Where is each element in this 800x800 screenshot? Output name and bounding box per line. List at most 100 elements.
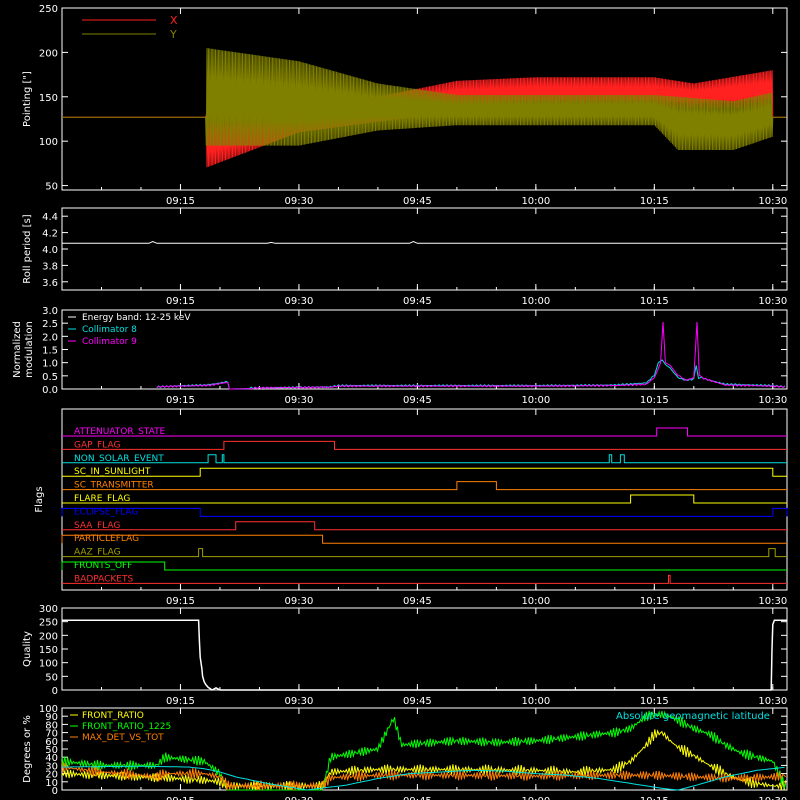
flag-label: GAP_FLAG bbox=[74, 440, 120, 450]
x-tick-label: 09:45 bbox=[403, 196, 432, 207]
legend-label: Energy band: 12-25 keV bbox=[82, 313, 191, 323]
flag-label: ATTENUATOR_STATE bbox=[74, 427, 166, 437]
x-tick-label: 09:15 bbox=[166, 696, 195, 707]
flag-label: FLARE_FLAG bbox=[74, 494, 130, 504]
x-tick-label: 10:00 bbox=[521, 196, 550, 207]
x-tick-label: 10:15 bbox=[640, 596, 669, 607]
x-tick-label: 10:00 bbox=[521, 596, 550, 607]
x-tick-label: 09:15 bbox=[166, 395, 195, 406]
x-tick-label: 10:00 bbox=[521, 395, 550, 406]
flag-trace bbox=[62, 548, 787, 558]
flag-label: NON_SOLAR_EVENT bbox=[74, 454, 164, 464]
y-tick-label: 20 bbox=[45, 770, 58, 781]
x-tick-label: 10:30 bbox=[758, 796, 787, 800]
x-tick-label: 10:00 bbox=[521, 296, 550, 307]
y-tick-label: 1.5 bbox=[42, 346, 58, 357]
x-tick-label: 10:00 bbox=[521, 696, 550, 707]
legend-label: MAX_DET_VS_TOT bbox=[82, 733, 164, 743]
y-tick-label: 50 bbox=[45, 745, 58, 756]
y-tick-label: 30 bbox=[45, 761, 58, 772]
x-tick-label: 10:30 bbox=[758, 596, 787, 607]
y-tick-label: 100 bbox=[39, 137, 58, 148]
roll-period-series bbox=[62, 241, 787, 244]
x-tick-label: 10:15 bbox=[640, 395, 669, 406]
y-tick-label: 60 bbox=[45, 737, 58, 748]
flag-label: ECLIPSE_FLAG bbox=[74, 507, 138, 517]
x-tick-label: 09:15 bbox=[166, 296, 195, 307]
y-tick-label: 250 bbox=[39, 618, 58, 629]
y-tick-label: 0.0 bbox=[42, 385, 58, 396]
x-tick-label: 10:15 bbox=[640, 696, 669, 707]
y-tick-label: 100 bbox=[39, 659, 58, 670]
y-tick-label: 4.2 bbox=[42, 229, 58, 240]
x-tick-label: 09:45 bbox=[403, 296, 432, 307]
y-tick-label: 70 bbox=[45, 729, 58, 740]
x-tick-label: 10:30 bbox=[758, 696, 787, 707]
flag-label: PARTICLEFLAG bbox=[74, 534, 139, 544]
flag-trace bbox=[62, 574, 787, 584]
y-axis-label: Flags bbox=[34, 486, 45, 512]
flag-trace bbox=[62, 440, 787, 450]
y-tick-label: 300 bbox=[39, 604, 58, 615]
y-tick-label: 2.0 bbox=[42, 332, 58, 343]
flag-trace bbox=[61, 561, 787, 571]
flag-label: BADPACKETS bbox=[74, 574, 133, 584]
x-tick-label: 09:30 bbox=[285, 696, 314, 707]
flag-trace bbox=[62, 427, 787, 437]
y-tick-label: 40 bbox=[45, 753, 58, 764]
panel-frame bbox=[61, 7, 788, 191]
y-tick-label: 3.0 bbox=[42, 306, 58, 317]
y-tick-label: 250 bbox=[39, 4, 58, 15]
x-tick-label: 09:45 bbox=[403, 796, 432, 800]
x-tick-label: 10:15 bbox=[640, 796, 669, 800]
y-tick-label: 90 bbox=[45, 712, 58, 723]
x-tick-label: 10:30 bbox=[758, 196, 787, 207]
y-tick-label: 80 bbox=[45, 720, 58, 731]
flag-label: SC_IN_SUNLIGHT bbox=[74, 467, 151, 477]
y-tick-label: 3.6 bbox=[42, 278, 58, 289]
legend-label: Y bbox=[169, 28, 177, 41]
x-tick-label: 09:15 bbox=[166, 596, 195, 607]
ratio-series bbox=[62, 765, 785, 791]
panel-frame bbox=[61, 408, 788, 591]
x-tick-label: 10:15 bbox=[640, 296, 669, 307]
legend-label: Collimator 9 bbox=[82, 337, 137, 347]
x-tick-label: 09:15 bbox=[166, 196, 195, 207]
y-axis-label: Quality bbox=[22, 631, 33, 667]
ratio-series bbox=[61, 761, 786, 791]
flag-label: SAA_FLAG bbox=[74, 521, 120, 531]
y-tick-label: 0 bbox=[52, 686, 58, 697]
flag-trace bbox=[62, 494, 787, 504]
modulation-series bbox=[156, 321, 786, 390]
x-tick-label: 09:45 bbox=[403, 596, 432, 607]
y-tick-label: 0 bbox=[52, 786, 58, 797]
y-tick-label: 4.4 bbox=[42, 212, 58, 223]
x-tick-label: 10:00 bbox=[521, 796, 550, 800]
y-tick-label: 150 bbox=[39, 93, 58, 104]
y-axis-label: Pointing ["] bbox=[22, 71, 33, 127]
y-tick-label: 200 bbox=[39, 631, 58, 642]
x-tick-label: 09:30 bbox=[285, 596, 314, 607]
y-tick-label: 50 bbox=[45, 672, 58, 683]
x-tick-label: 09:45 bbox=[403, 395, 432, 406]
flag-label: SC_TRANSMITTER bbox=[74, 481, 154, 491]
legend-label: Collimator 8 bbox=[82, 325, 137, 335]
y-tick-label: 10 bbox=[45, 778, 58, 789]
y-tick-label: 1.0 bbox=[42, 359, 58, 370]
legend-label: FRONT_RATIO_1225 bbox=[82, 722, 171, 732]
y-axis-label: Normalized bbox=[12, 321, 23, 378]
legend-label: X bbox=[170, 14, 178, 27]
y-tick-label: 2.5 bbox=[42, 319, 58, 330]
legend-label: Absolute geomagnetic latitude bbox=[616, 711, 770, 722]
flag-trace bbox=[62, 454, 787, 464]
flag-label: FRONTS_OFF bbox=[74, 561, 132, 571]
y-tick-label: 200 bbox=[39, 48, 58, 59]
x-tick-label: 09:30 bbox=[285, 296, 314, 307]
x-tick-label: 10:15 bbox=[640, 196, 669, 207]
y-tick-label: 50 bbox=[45, 182, 58, 193]
flag-trace bbox=[62, 481, 787, 491]
flag-trace bbox=[62, 467, 787, 477]
x-tick-label: 09:30 bbox=[285, 196, 314, 207]
x-tick-label: 10:30 bbox=[758, 395, 787, 406]
